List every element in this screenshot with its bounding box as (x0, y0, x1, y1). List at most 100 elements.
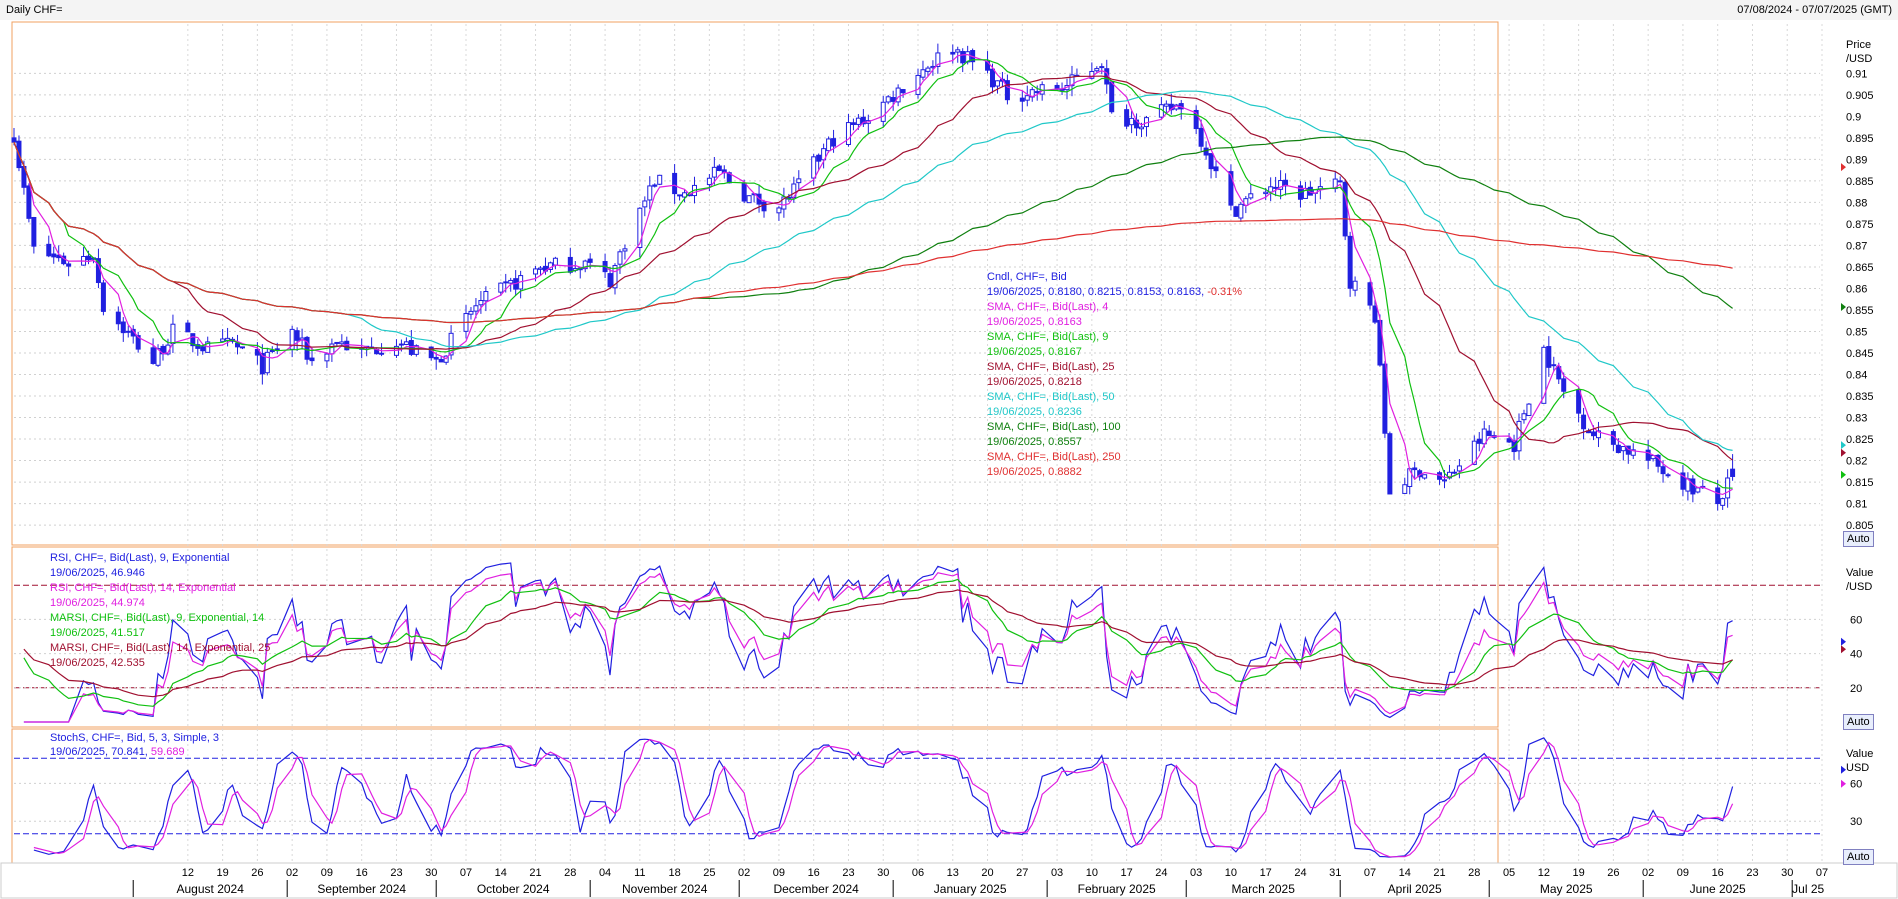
axis-strip (0, 862, 1898, 899)
day-tick-label: 11 (634, 867, 645, 879)
candle (880, 95, 886, 128)
candle (1074, 68, 1080, 77)
candle-body (642, 200, 648, 208)
price-tick-label: 0.805 (1846, 520, 1874, 532)
candle (1248, 184, 1254, 200)
rsi-tick-label: 40 (1850, 649, 1862, 661)
candle-body (1486, 430, 1492, 437)
candle (816, 153, 822, 171)
candle (652, 183, 658, 188)
candle-body (860, 116, 866, 125)
rsi-legend-row: MARSI, CHF=, Bid(Last), 14, Exponential,… (50, 642, 271, 654)
candle-body (200, 346, 206, 352)
candle (1576, 386, 1582, 423)
candle (885, 95, 891, 105)
candle-body (304, 336, 310, 360)
candle (1168, 93, 1174, 115)
candle (1402, 477, 1408, 494)
candle (955, 46, 961, 63)
month-label: April 2025 (1388, 882, 1442, 896)
candle-body (1372, 305, 1378, 323)
candle-body (1034, 91, 1040, 94)
stoch-legend: StochS, CHF=, Bid, 5, 3, Simple, 3 19/06… (50, 731, 219, 759)
candle-body (920, 69, 926, 78)
day-tick-label: 21 (529, 867, 541, 879)
day-tick-label: 02 (286, 867, 298, 879)
month-label: February 2025 (1078, 882, 1156, 896)
candle-body (1620, 446, 1626, 452)
price-tick-label: 0.82 (1846, 456, 1867, 468)
day-tick-label: 02 (1642, 867, 1654, 879)
candle (538, 266, 544, 276)
candle (1099, 63, 1105, 75)
candle (150, 338, 156, 365)
candle-body (1546, 346, 1552, 368)
candle-body (1024, 95, 1030, 101)
rsi-auto-button[interactable]: Auto (1843, 714, 1874, 730)
candle-body (1695, 487, 1701, 493)
candle-body (950, 51, 956, 55)
candle-body (1139, 126, 1145, 130)
candle (895, 84, 901, 107)
candle-body (1541, 346, 1547, 404)
candle-body (1422, 474, 1428, 479)
stoch-panel-frame (11, 728, 1499, 864)
candle (1238, 201, 1244, 222)
candle (1029, 87, 1035, 102)
candle-body (1342, 181, 1348, 237)
candle-body (900, 89, 906, 94)
candle-body (538, 267, 544, 270)
candle-body (1526, 403, 1532, 417)
price-tick-label: 0.825 (1846, 434, 1874, 446)
candle-body (1442, 479, 1448, 482)
candle (1273, 176, 1279, 197)
candle-body (86, 255, 92, 261)
candle (259, 344, 265, 385)
sma25-line (13, 75, 1733, 461)
candle (220, 329, 226, 342)
candle (657, 174, 663, 186)
candle (1526, 403, 1532, 417)
stoch-legend-d: 59.689 (147, 746, 185, 758)
candle-body (761, 201, 767, 212)
price-legend-row: 19/06/2025, 0.8218 (987, 376, 1082, 388)
candle (915, 68, 921, 99)
month-label: June 2025 (1690, 882, 1746, 896)
stoch-auto-button[interactable]: Auto (1843, 849, 1874, 865)
candle-body (1208, 153, 1214, 170)
candle (1645, 439, 1651, 470)
candle (1715, 479, 1721, 511)
candle (1551, 356, 1557, 372)
candle (1307, 181, 1313, 196)
price-tick-label: 0.83 (1846, 413, 1867, 425)
stoch-tick-label: 30 (1850, 816, 1862, 828)
candle-body (344, 340, 350, 351)
candle (433, 352, 439, 370)
month-label: August 2024 (177, 882, 245, 896)
candle (518, 270, 524, 299)
candle-body (503, 281, 509, 284)
candle-body (617, 251, 623, 265)
candle-body (682, 192, 688, 198)
marsi14-line (23, 589, 1733, 698)
day-tick-label: 04 (599, 867, 611, 879)
candle (1491, 431, 1497, 440)
candle-body (612, 265, 618, 289)
candle-body (339, 341, 345, 345)
candle (1352, 276, 1358, 297)
candle-body (1099, 66, 1105, 69)
price-auto-button[interactable]: Auto (1843, 531, 1874, 547)
candle (1208, 153, 1214, 179)
candle-body (796, 178, 802, 184)
price-tick-label: 0.88 (1846, 197, 1867, 209)
day-tick-label: 07 (1816, 867, 1828, 879)
day-tick-label: 31 (1329, 867, 1341, 879)
day-tick-label: 23 (390, 867, 402, 879)
day-tick-label: 12 (1538, 867, 1550, 879)
price-legend-row: SMA, CHF=, Bid(Last), 4 (987, 301, 1109, 313)
candle-body (890, 97, 896, 102)
day-tick-label: 21 (1433, 867, 1445, 879)
candle (637, 207, 643, 258)
candle-body (1347, 235, 1353, 289)
